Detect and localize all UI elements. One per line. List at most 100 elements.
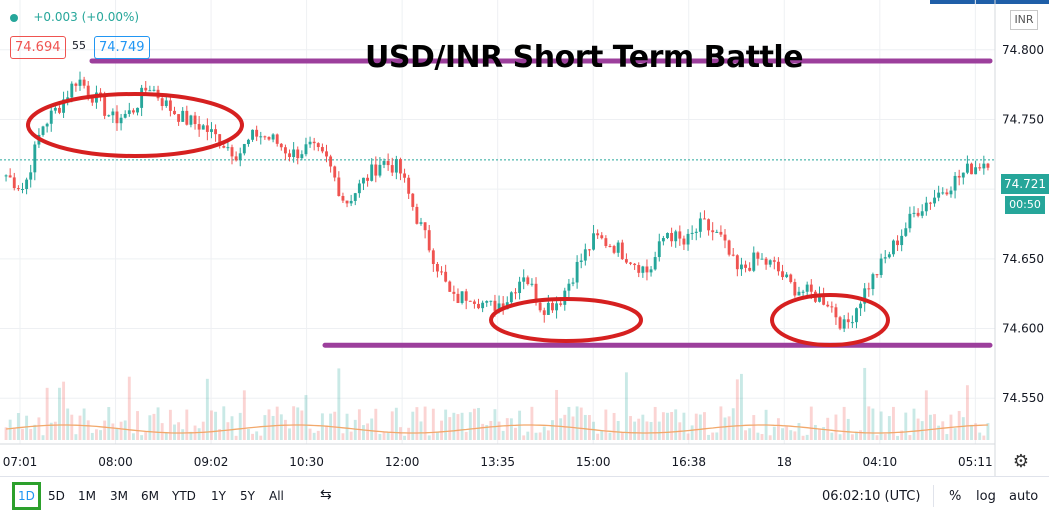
volume-bar bbox=[941, 421, 945, 440]
volume-bar bbox=[703, 412, 706, 440]
highlight-ellipse bbox=[26, 92, 244, 158]
volume-bar bbox=[263, 415, 267, 440]
candle-body bbox=[850, 322, 854, 324]
candle-body bbox=[957, 175, 961, 178]
volume-bar bbox=[140, 435, 144, 440]
candle-body bbox=[892, 240, 895, 255]
candle-body bbox=[871, 274, 875, 290]
range-button-1y[interactable]: 1Y bbox=[211, 489, 226, 503]
volume-bar bbox=[259, 435, 263, 440]
candle-body bbox=[366, 177, 370, 181]
volume-bar bbox=[370, 418, 374, 440]
candle-body bbox=[859, 303, 863, 309]
range-button-1m[interactable]: 1M bbox=[78, 489, 96, 503]
volume-bar bbox=[760, 434, 764, 440]
candle-body bbox=[760, 258, 764, 260]
volume-bar bbox=[608, 432, 612, 440]
volume-bar bbox=[222, 406, 226, 440]
volume-bar bbox=[382, 431, 386, 440]
volume-bar bbox=[226, 422, 230, 440]
volume-bar bbox=[892, 406, 895, 440]
candle-body bbox=[411, 193, 415, 207]
candle-body bbox=[444, 271, 448, 282]
candle-body bbox=[970, 163, 973, 175]
volume-bar bbox=[279, 414, 283, 440]
candle-body bbox=[526, 277, 530, 285]
volume-bar bbox=[772, 426, 776, 440]
sell-price-button[interactable]: 74.694 bbox=[10, 36, 66, 59]
candle-body bbox=[21, 189, 24, 191]
volume-bar bbox=[74, 434, 78, 440]
candle-body bbox=[66, 97, 70, 100]
log-scale-button[interactable]: log bbox=[976, 489, 996, 504]
volume-bar bbox=[735, 379, 739, 440]
volume-bar bbox=[86, 420, 90, 440]
candle-body bbox=[707, 219, 711, 231]
candle-body bbox=[177, 114, 181, 122]
volume-bar bbox=[21, 428, 24, 440]
volume-bar bbox=[320, 413, 324, 440]
time-tick-label: 13:35 bbox=[480, 455, 515, 469]
spread-value: 55 bbox=[72, 39, 86, 52]
volume-bar bbox=[555, 389, 559, 440]
range-button-3m[interactable]: 3M bbox=[110, 489, 128, 503]
candle-body bbox=[333, 166, 337, 178]
volume-bar bbox=[600, 430, 604, 440]
candle-body bbox=[423, 222, 427, 231]
volume-bar bbox=[308, 428, 312, 440]
volume-bar bbox=[403, 435, 407, 440]
candle-body bbox=[711, 230, 715, 233]
currency-badge[interactable]: INR bbox=[1010, 10, 1038, 30]
candle-body bbox=[834, 307, 838, 318]
volume-bar bbox=[522, 435, 526, 440]
compare-icon[interactable]: ⇆ bbox=[320, 486, 332, 502]
range-button-5y[interactable]: 5Y bbox=[240, 489, 255, 503]
candle-body bbox=[78, 79, 82, 86]
volume-bar bbox=[694, 413, 698, 440]
candle-body bbox=[863, 288, 867, 304]
auto-scale-button[interactable]: auto bbox=[1009, 489, 1039, 504]
candle-body bbox=[965, 163, 969, 173]
candle-body bbox=[600, 235, 604, 239]
candle-body bbox=[875, 274, 879, 276]
range-button-1d[interactable]: 1D bbox=[12, 482, 41, 510]
volume-bar bbox=[16, 412, 20, 440]
volume-bar bbox=[152, 413, 156, 440]
volume-bar bbox=[468, 412, 472, 440]
candle-body bbox=[152, 89, 156, 91]
candle-body bbox=[596, 233, 600, 236]
volume-bar bbox=[846, 418, 850, 440]
range-button-5d[interactable]: 5D bbox=[48, 489, 65, 503]
candle-body bbox=[678, 231, 682, 239]
volume-bar bbox=[805, 434, 809, 440]
volume-bar bbox=[867, 406, 871, 440]
range-button-all[interactable]: All bbox=[269, 489, 284, 503]
candle-body bbox=[953, 175, 957, 191]
gear-icon[interactable]: ⚙ bbox=[1012, 451, 1030, 471]
volume-bar bbox=[579, 407, 583, 440]
candle-body bbox=[234, 156, 238, 161]
volume-bar bbox=[415, 407, 419, 440]
candle-body bbox=[214, 129, 218, 135]
candle-body bbox=[904, 228, 908, 236]
volume-bar bbox=[982, 435, 986, 440]
volume-bar bbox=[275, 406, 279, 440]
volume-bar bbox=[477, 407, 480, 440]
volume-bar bbox=[538, 432, 542, 440]
range-button-6m[interactable]: 6M bbox=[141, 489, 159, 503]
candle-body bbox=[694, 231, 698, 233]
candle-body bbox=[509, 292, 513, 303]
price-tick-label: 74.750 bbox=[1002, 112, 1044, 126]
candle-body bbox=[900, 235, 904, 246]
volume-bar bbox=[789, 430, 793, 440]
percent-scale-button[interactable]: % bbox=[949, 489, 962, 504]
range-button-ytd[interactable]: YTD bbox=[172, 489, 196, 503]
volume-bar bbox=[325, 425, 328, 440]
utc-clock[interactable]: 06:02:10 (UTC) bbox=[822, 489, 921, 504]
volume-bar bbox=[748, 428, 752, 440]
volume-bar bbox=[957, 410, 961, 440]
volume-bar bbox=[4, 427, 8, 440]
buy-price-button[interactable]: 74.749 bbox=[94, 36, 150, 59]
candle-body bbox=[522, 277, 526, 282]
